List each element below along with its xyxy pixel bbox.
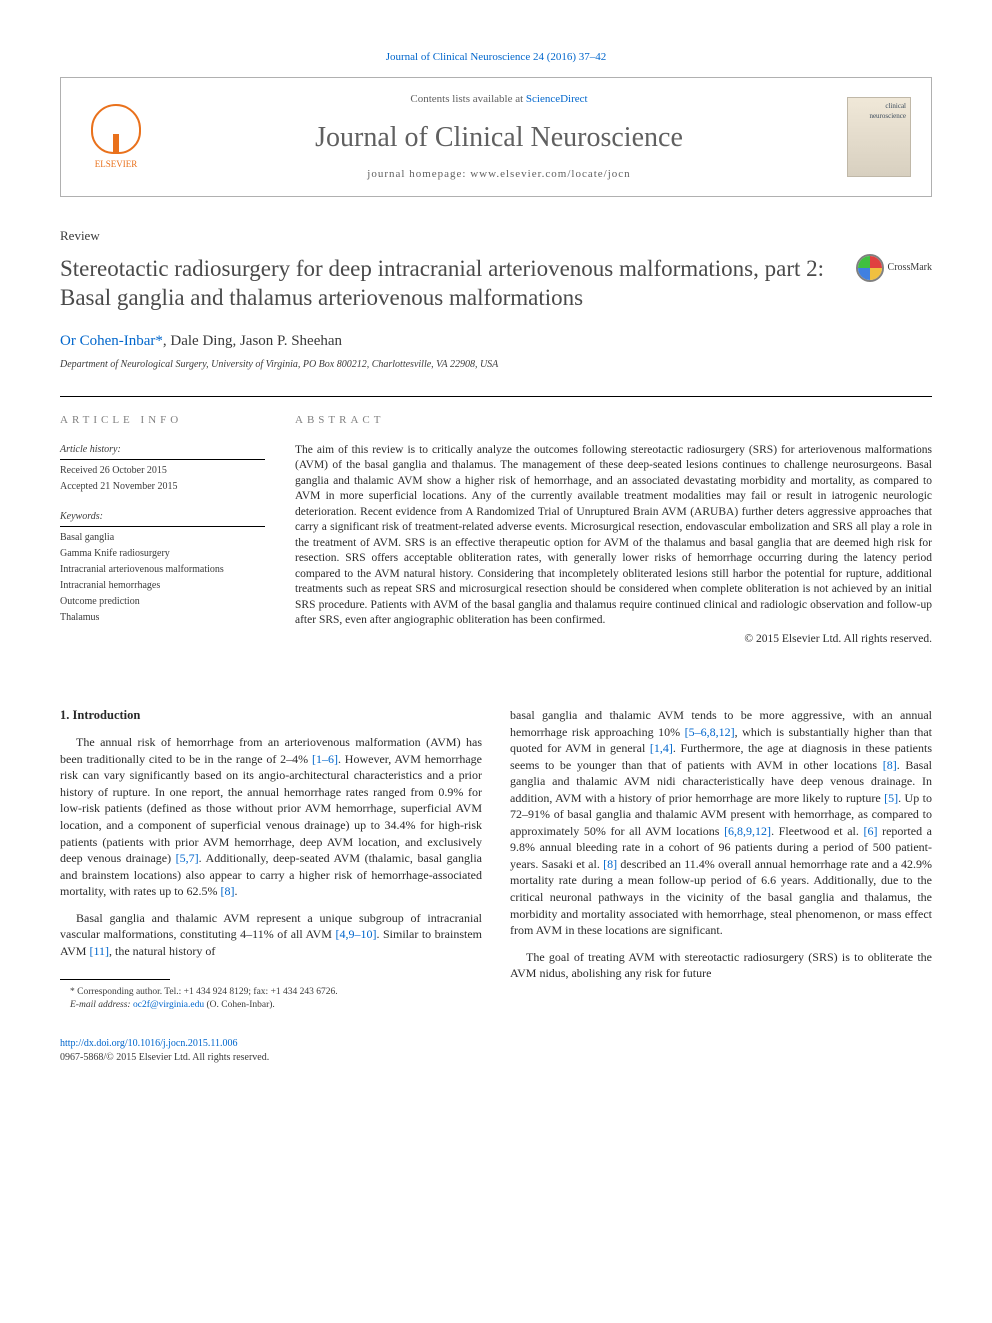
- issn-copyright: 0967-5868/© 2015 Elsevier Ltd. All right…: [60, 1051, 932, 1065]
- crossmark-icon: [856, 254, 884, 282]
- sciencedirect-link[interactable]: ScienceDirect: [526, 93, 588, 105]
- email-note: E-mail address: oc2f@virginia.edu (O. Co…: [60, 999, 482, 1012]
- author-list: Or Cohen-Inbar*, Dale Ding, Jason P. She…: [60, 331, 932, 352]
- crossmark-badge[interactable]: CrossMark: [856, 254, 932, 282]
- elsevier-logo[interactable]: ELSEVIER: [81, 97, 151, 177]
- article-history-heading: Article history:: [60, 443, 265, 460]
- masthead-center: Contents lists available at ScienceDirec…: [151, 92, 847, 182]
- contents-line: Contents lists available at ScienceDirec…: [151, 92, 847, 107]
- article-type: Review: [60, 227, 932, 245]
- doi-link[interactable]: http://dx.doi.org/10.1016/j.jocn.2015.11…: [60, 1038, 238, 1049]
- journal-name: Journal of Clinical Neuroscience: [151, 118, 847, 157]
- section-1-heading: 1. Introduction: [60, 707, 482, 724]
- ref-link[interactable]: [4,9–10]: [336, 927, 377, 941]
- keyword: Basal ganglia: [60, 531, 265, 545]
- corresponding-star: *: [155, 333, 163, 349]
- abstract-copyright: © 2015 Elsevier Ltd. All rights reserved…: [295, 631, 932, 647]
- intro-para-3: The goal of treating AVM with stereotact…: [510, 949, 932, 982]
- page-footer: http://dx.doi.org/10.1016/j.jocn.2015.11…: [60, 1037, 932, 1065]
- keyword: Outcome prediction: [60, 595, 265, 609]
- keywords-heading: Keywords:: [60, 510, 265, 527]
- abstract-heading: ABSTRACT: [295, 413, 932, 428]
- journal-cover-thumbnail[interactable]: clinical neuroscience: [847, 97, 911, 177]
- keyword: Intracranial hemorrhages: [60, 579, 265, 593]
- elsevier-tree-icon: [91, 104, 141, 154]
- article-info-panel: ARTICLE INFO Article history: Received 2…: [60, 413, 265, 647]
- intro-para-2: Basal ganglia and thalamic AVM represent…: [60, 910, 482, 960]
- journal-homepage: journal homepage: www.elsevier.com/locat…: [151, 167, 847, 182]
- elsevier-label: ELSEVIER: [95, 158, 138, 171]
- body-column-left: 1. Introduction The annual risk of hemor…: [60, 707, 482, 1013]
- masthead: ELSEVIER Contents lists available at Sci…: [60, 77, 932, 197]
- ref-link[interactable]: [5–6,8,12]: [685, 725, 735, 739]
- author-link-cohen-inbar[interactable]: Or Cohen-Inbar: [60, 333, 155, 349]
- ref-link[interactable]: [8]: [883, 758, 897, 772]
- ref-link[interactable]: [5,7]: [176, 851, 199, 865]
- abstract-text: The aim of this review is to critically …: [295, 443, 932, 629]
- body-column-right: basal ganglia and thalamic AVM tends to …: [510, 707, 932, 1013]
- corresponding-author-note: * Corresponding author. Tel.: +1 434 924…: [60, 986, 482, 999]
- crossmark-label: CrossMark: [888, 261, 932, 275]
- ref-link[interactable]: [11]: [89, 944, 109, 958]
- article-info-heading: ARTICLE INFO: [60, 413, 265, 428]
- keyword: Thalamus: [60, 611, 265, 625]
- keyword: Gamma Knife radiosurgery: [60, 547, 265, 561]
- affiliation: Department of Neurological Surgery, Univ…: [60, 358, 932, 372]
- accepted-date: Accepted 21 November 2015: [60, 480, 265, 494]
- ref-link[interactable]: [6,8,9,12]: [724, 824, 771, 838]
- ref-link[interactable]: [5]: [884, 791, 898, 805]
- intro-para-1: The annual risk of hemorrhage from an ar…: [60, 734, 482, 899]
- journal-reference: Journal of Clinical Neuroscience 24 (201…: [60, 50, 932, 65]
- keyword: Intracranial arteriovenous malformations: [60, 563, 265, 577]
- intro-para-2-cont: basal ganglia and thalamic AVM tends to …: [510, 707, 932, 939]
- footnote-separator: [60, 979, 170, 980]
- journal-ref-link[interactable]: Journal of Clinical Neuroscience 24 (201…: [386, 51, 607, 63]
- ref-link[interactable]: [8]: [603, 857, 617, 871]
- ref-link[interactable]: [1–6]: [312, 752, 338, 766]
- ref-link[interactable]: [6]: [863, 824, 877, 838]
- ref-link[interactable]: [1,4]: [650, 741, 673, 755]
- ref-link[interactable]: [8]: [221, 884, 235, 898]
- received-date: Received 26 October 2015: [60, 464, 265, 478]
- email-link[interactable]: oc2f@virginia.edu: [133, 1000, 204, 1010]
- authors-rest: , Dale Ding, Jason P. Sheehan: [163, 333, 342, 349]
- abstract-panel: ABSTRACT The aim of this review is to cr…: [295, 413, 932, 647]
- article-title: Stereotactic radiosurgery for deep intra…: [60, 254, 856, 314]
